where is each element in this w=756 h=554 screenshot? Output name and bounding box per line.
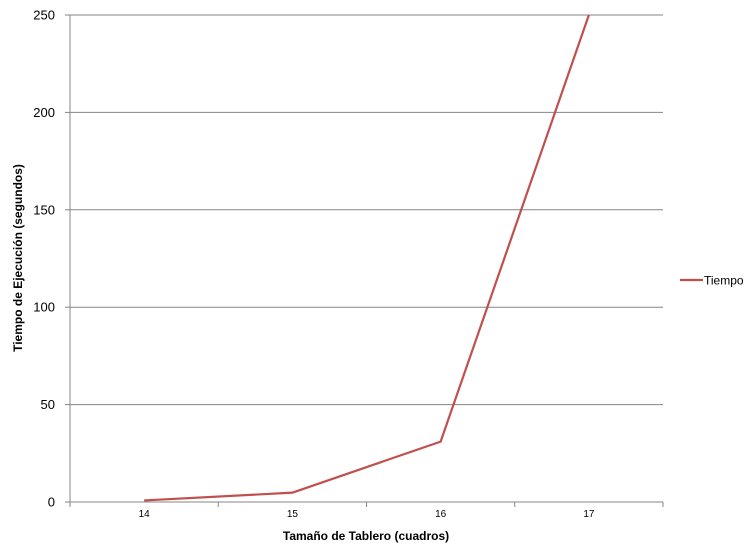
y-axis-title: Tiempo de Ejecución (segundos) — [11, 164, 25, 352]
x-tick-label: 14 — [139, 509, 151, 520]
y-tick-label: 100 — [33, 300, 55, 315]
x-tick-label: 17 — [583, 509, 595, 520]
y-tick-label: 200 — [33, 105, 55, 120]
x-tick-labels: 14 15 16 17 — [139, 509, 595, 520]
y-tick-label: 50 — [41, 397, 55, 412]
x-tick-label: 15 — [287, 509, 299, 520]
y-tick-label: 150 — [33, 202, 55, 217]
axes — [65, 15, 663, 507]
legend: Tiempo — [680, 274, 744, 288]
gridlines — [70, 15, 663, 405]
x-axis-title: Tamaño de Tablero (cuadros) — [283, 529, 449, 543]
legend-label-tiempo: Tiempo — [704, 274, 744, 288]
y-tick-labels: 0 50 100 150 200 250 — [33, 8, 55, 510]
y-tick-label: 0 — [48, 495, 55, 510]
series — [144, 15, 589, 501]
x-tick-label: 16 — [435, 509, 447, 520]
y-tick-label: 250 — [33, 8, 55, 23]
series-line-tiempo — [144, 15, 589, 500]
